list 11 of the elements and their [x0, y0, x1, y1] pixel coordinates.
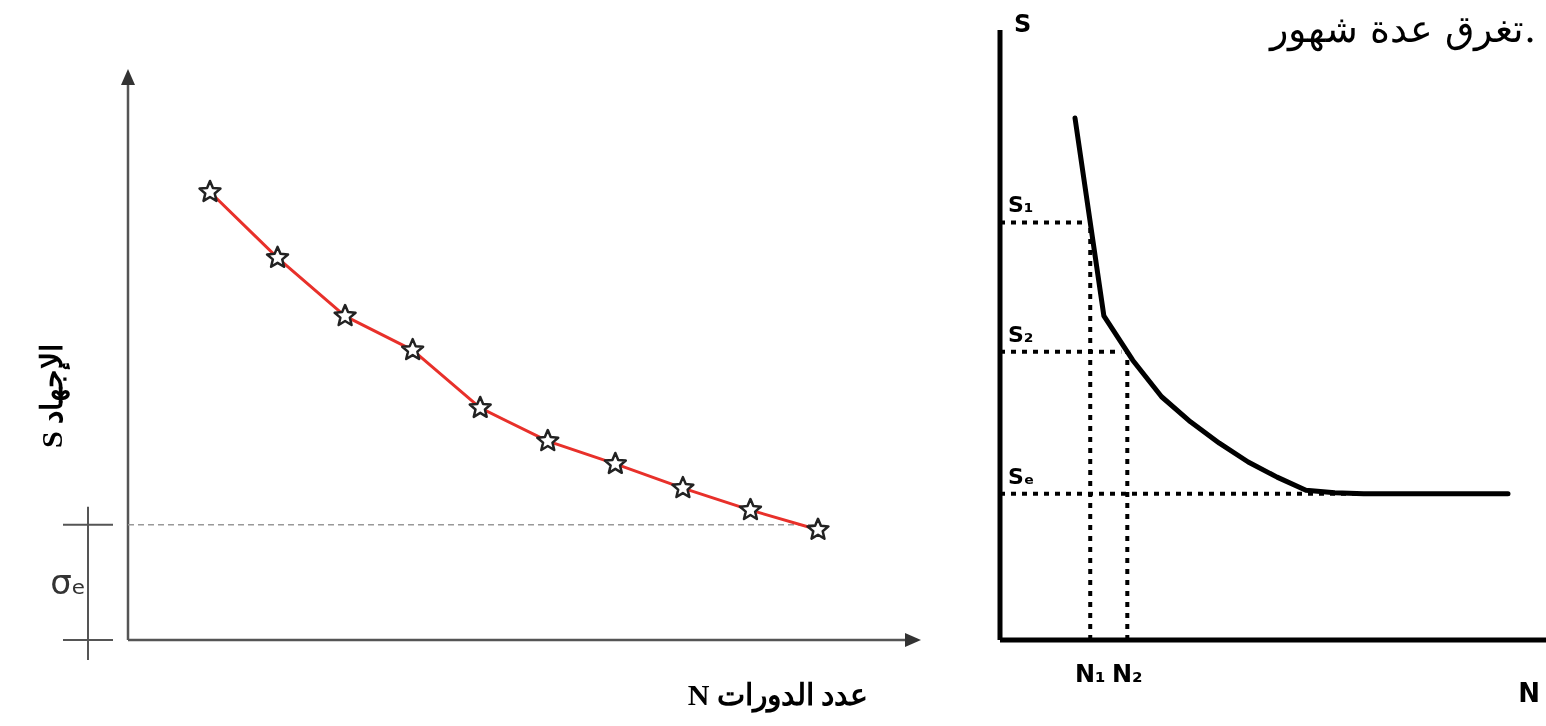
- ref-line-label: S₂: [1008, 321, 1034, 347]
- text: N₂: [1111, 660, 1143, 688]
- x-axis-title: N: [1518, 678, 1540, 708]
- text: تغرق عدة شهور.: [1267, 7, 1536, 52]
- ref-line-label: S₁: [1008, 192, 1034, 218]
- x-axis-title: عدد الدورات N: [687, 678, 869, 713]
- text: N₁: [1074, 660, 1106, 688]
- ref-line-label: Sₑ: [1008, 463, 1035, 489]
- ref-line-label: σₑ: [50, 562, 86, 603]
- y-axis-title: الإجهاد S: [35, 343, 71, 449]
- y-axis-title: S: [1014, 10, 1032, 38]
